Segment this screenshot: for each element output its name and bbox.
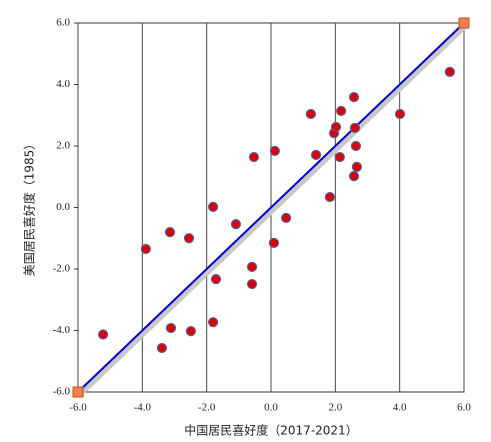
y-tick-label: -6.0: [53, 386, 71, 398]
data-point: [185, 326, 197, 337]
data-point: [183, 233, 195, 244]
data-point: [324, 191, 335, 203]
data-point: [246, 261, 258, 272]
y-tick-label: 0.0: [56, 201, 70, 213]
data-point: [348, 92, 360, 103]
data-point: [305, 108, 316, 120]
y-tick-label: 4.0: [56, 78, 70, 90]
x-tick-label: -2.0: [198, 402, 216, 414]
data-point: [269, 145, 280, 157]
data-point: [349, 122, 361, 133]
x-tick-label: 4.0: [393, 402, 407, 414]
data-point: [208, 317, 219, 328]
x-tick-label: 0.0: [264, 402, 278, 414]
y-tick-label: -2.0: [53, 263, 71, 275]
data-point: [350, 140, 362, 152]
endpoint-marker: [72, 386, 84, 398]
x-tick-label: 2.0: [328, 402, 342, 414]
endpoint-marker: [458, 17, 470, 29]
data-point: [230, 219, 242, 230]
data-point: [348, 171, 360, 182]
x-tick-label: 6.0: [457, 402, 471, 414]
y-axis-label: 美国居民喜好度（1985）: [22, 138, 37, 277]
data-point: [208, 201, 219, 212]
data-point: [310, 149, 322, 161]
data-point: [164, 227, 176, 238]
data-point: [330, 121, 342, 133]
y-tick-label: 6.0: [56, 17, 70, 29]
data-point: [394, 108, 406, 120]
fit-line: [77, 22, 465, 393]
x-tick-label: -4.0: [134, 402, 152, 414]
data-point: [246, 278, 258, 290]
data-point: [336, 105, 347, 117]
data-point: [334, 151, 345, 163]
data-point: [156, 342, 168, 354]
fit-line-shadow: [78, 21, 470, 396]
data-point: [97, 329, 109, 340]
data-point: [444, 66, 455, 77]
data-point: [351, 161, 362, 173]
data-point: [165, 322, 177, 334]
x-tick-label: -6.0: [69, 402, 87, 414]
data-point: [140, 243, 151, 255]
x-axis-label: 中国居民喜好度（2017-2021）: [184, 423, 357, 438]
data-point: [210, 274, 222, 285]
data-point: [248, 151, 260, 163]
data-point: [268, 237, 279, 248]
data-point: [281, 212, 292, 224]
y-tick-label: 2.0: [56, 140, 70, 152]
y-tick-label: -4.0: [53, 324, 71, 336]
